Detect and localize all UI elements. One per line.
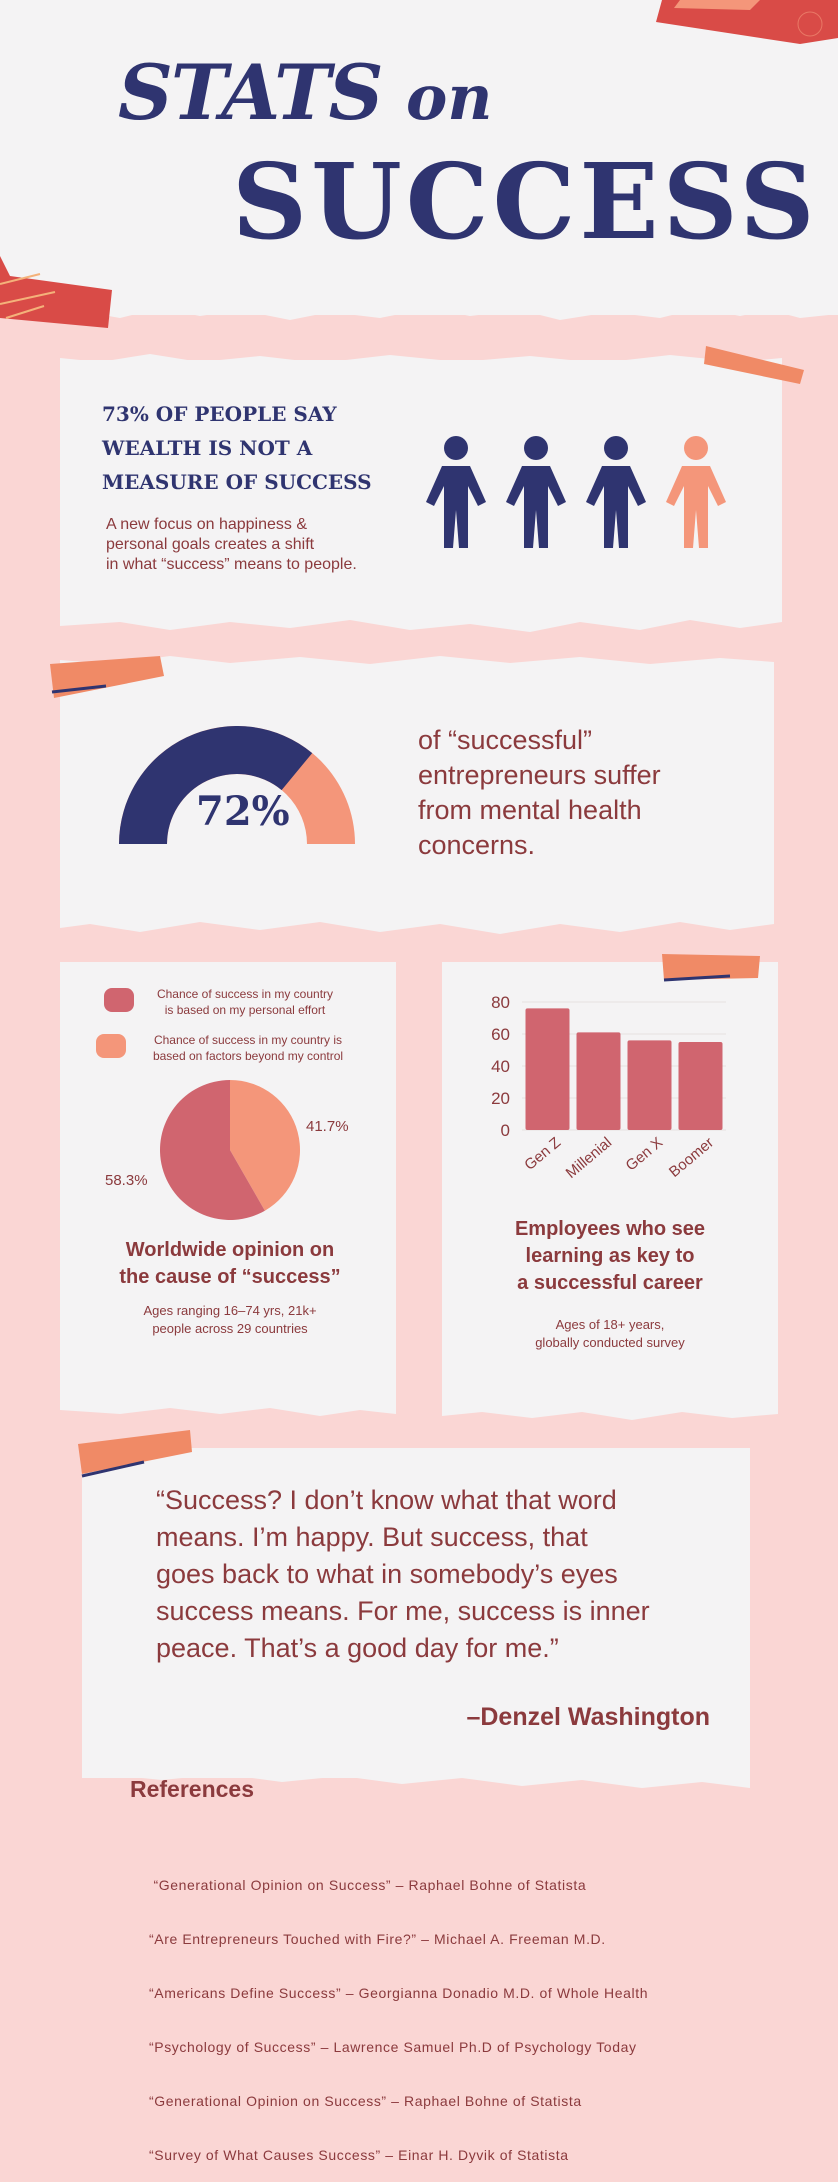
legend-swatch-beyond-control (96, 1034, 126, 1058)
people-pictogram (426, 436, 726, 548)
reference-item: “Psychology of Success” – Lawrence Samue… (149, 2039, 637, 2055)
tape-wealth (704, 346, 804, 384)
gauge-72 (119, 726, 355, 844)
reference-item: “Generational Opinion on Success” – Raph… (149, 2093, 582, 2109)
wealth-card (60, 360, 782, 618)
header-band (0, 0, 838, 315)
bar (627, 1040, 672, 1130)
learning-title: Employees who see learning as key to a s… (514, 1218, 706, 1294)
legend-swatch-personal-effort (104, 988, 134, 1012)
references-heading: References (130, 1776, 255, 1802)
bar (525, 1008, 570, 1130)
wealth-body: A new focus on happiness & personal goal… (106, 516, 357, 573)
title-on: on (406, 61, 493, 134)
title-success: SUCCESS (232, 140, 819, 263)
wealth-heading: 73% OF PEOPLE SAY WEALTH IS NOT A MEASUR… (102, 402, 372, 494)
mental-health-text: of “successful” entrepreneurs suffer fro… (418, 725, 661, 860)
person-icon (506, 436, 566, 548)
reference-item: “Americans Define Success” – Georgianna … (149, 1985, 649, 2001)
y-tick-label: 60 (491, 1025, 510, 1044)
person-icon (426, 436, 486, 548)
x-tick-label: Gen Z (521, 1134, 564, 1174)
x-tick-label: Millenial (563, 1134, 615, 1182)
reference-item: “Are Entrepreneurs Touched with Fire?” –… (149, 1931, 606, 1947)
legend-label-personal-effort: Chance of success in my country is based… (156, 987, 334, 1017)
title-stats-on: STATS on (118, 48, 492, 137)
opinion-pie-chart (159, 1080, 300, 1220)
quote-card (82, 1448, 750, 1778)
torn-edge-mh-top (60, 656, 774, 668)
pie-slice (230, 1080, 300, 1211)
tape-left (0, 256, 112, 328)
tape-learning (662, 954, 760, 982)
pie-slice (159, 1080, 265, 1220)
learning-subtitle: Ages of 18+ years, globally conducted su… (535, 1317, 685, 1350)
x-tick-label: Gen X (623, 1134, 667, 1174)
quote-text: “Success? I don’t know what that word me… (156, 1485, 650, 1663)
torn-edge-wealth-bottom (60, 612, 782, 632)
y-tick-label: 40 (491, 1057, 510, 1076)
tape-mental-health (50, 656, 164, 698)
tape-top-right (656, 0, 838, 44)
bar (678, 1042, 723, 1130)
opinion-subtitle: Ages ranging 16–74 yrs, 21k+ people acro… (143, 1303, 317, 1336)
y-tick-label: 80 (491, 993, 510, 1012)
references-list: “Generational Opinion on Success” – Raph… (149, 1840, 648, 2182)
person-icon-highlighted (666, 436, 726, 548)
torn-edge-quote-bottom (82, 1768, 750, 1788)
y-tick-label: 0 (501, 1121, 510, 1140)
torn-edge-opinion-bottom (60, 1400, 396, 1416)
quote-author: –Denzel Washington (466, 1703, 710, 1731)
torn-edge-mh-bottom (60, 912, 774, 934)
title-stats: STATS (118, 48, 384, 137)
torn-edge-header (0, 296, 838, 320)
pie-label-beyond-control: 41.7% (306, 1118, 349, 1135)
legend-label-beyond-control: Chance of success in my country is based… (152, 1033, 344, 1063)
pie-label-personal-effort: 58.3% (105, 1172, 148, 1189)
person-icon (586, 436, 646, 548)
torn-edge-learning-bottom (442, 1404, 778, 1420)
y-tick-label: 20 (491, 1089, 510, 1108)
reference-item: “Survey of What Causes Success” – Einar … (149, 2147, 569, 2163)
reference-item: “Generational Opinion on Success” – Raph… (149, 1877, 587, 1893)
gauge-percent-label: 72% (196, 788, 290, 835)
bar (576, 1032, 621, 1130)
tape-quote (78, 1430, 192, 1478)
torn-edge-wealth-top (60, 354, 782, 370)
x-tick-label: Boomer (666, 1134, 717, 1181)
opinion-title: Worldwide opinion on the cause of “succe… (119, 1239, 341, 1288)
